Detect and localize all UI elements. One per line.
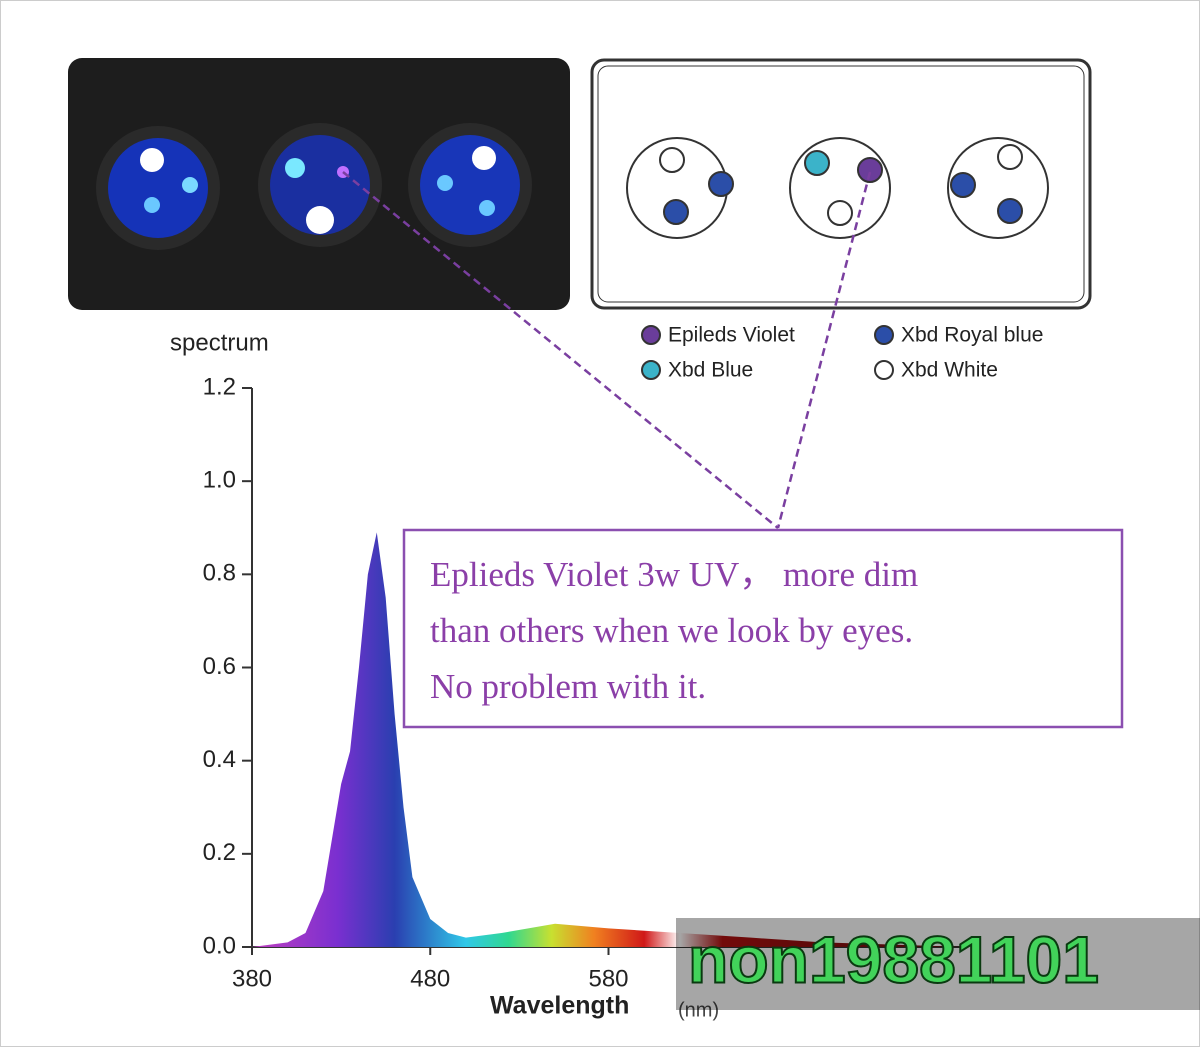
annotation-line: Eplieds Violet 3w UV， more dim (430, 555, 918, 594)
x-tick-label: 480 (410, 965, 450, 992)
legend-label: Xbd White (901, 359, 998, 382)
y-axis-label: spectrum (170, 329, 269, 356)
chart: 0.0 0.2 0.4 0.6 0.8 1.0 1.2 380 480 580 (203, 373, 965, 992)
watermark-bg (676, 918, 1200, 1010)
legend-label: Epileds Violet (668, 324, 795, 347)
annotation-line: than others when we look by eyes. (430, 611, 913, 650)
annotation-box (402, 528, 1124, 729)
x-tick-label: 380 (232, 965, 272, 992)
led-legend: Epileds Violet Xbd Royal blue Xbd Blue Xbd … (641, 324, 1043, 382)
watermark: non19881101 (688, 922, 1099, 996)
y-tick-label: 1.2 (203, 373, 236, 400)
legend-swatch (641, 360, 661, 380)
legend-swatch (874, 360, 894, 380)
y-tick-label: 0.4 (203, 746, 236, 773)
legend-label: Xbd Blue (668, 359, 753, 382)
legend-label: Xbd Royal blue (901, 324, 1043, 347)
product-photo (68, 58, 570, 310)
y-tick-label: 0.0 (203, 932, 236, 959)
x-tick-label: 580 (588, 965, 628, 992)
led-diagram (590, 58, 1092, 310)
y-tick-label: 0.8 (203, 560, 236, 587)
y-tick-label: 0.6 (203, 653, 236, 680)
y-tick-label: 0.2 (203, 839, 236, 866)
x-axis-unit: (nm) (678, 999, 719, 1021)
y-tick-label: 1.0 (203, 467, 236, 494)
pointer-lines (342, 171, 872, 529)
spectrum-area (252, 532, 965, 947)
legend-swatch (641, 325, 661, 345)
x-axis-label: Wavelength (490, 992, 629, 1020)
legend-swatch (874, 325, 894, 345)
annotation-line: No problem with it. (430, 667, 706, 706)
annotation: Eplieds Violet 3w UV， more dim than other… (430, 555, 918, 706)
